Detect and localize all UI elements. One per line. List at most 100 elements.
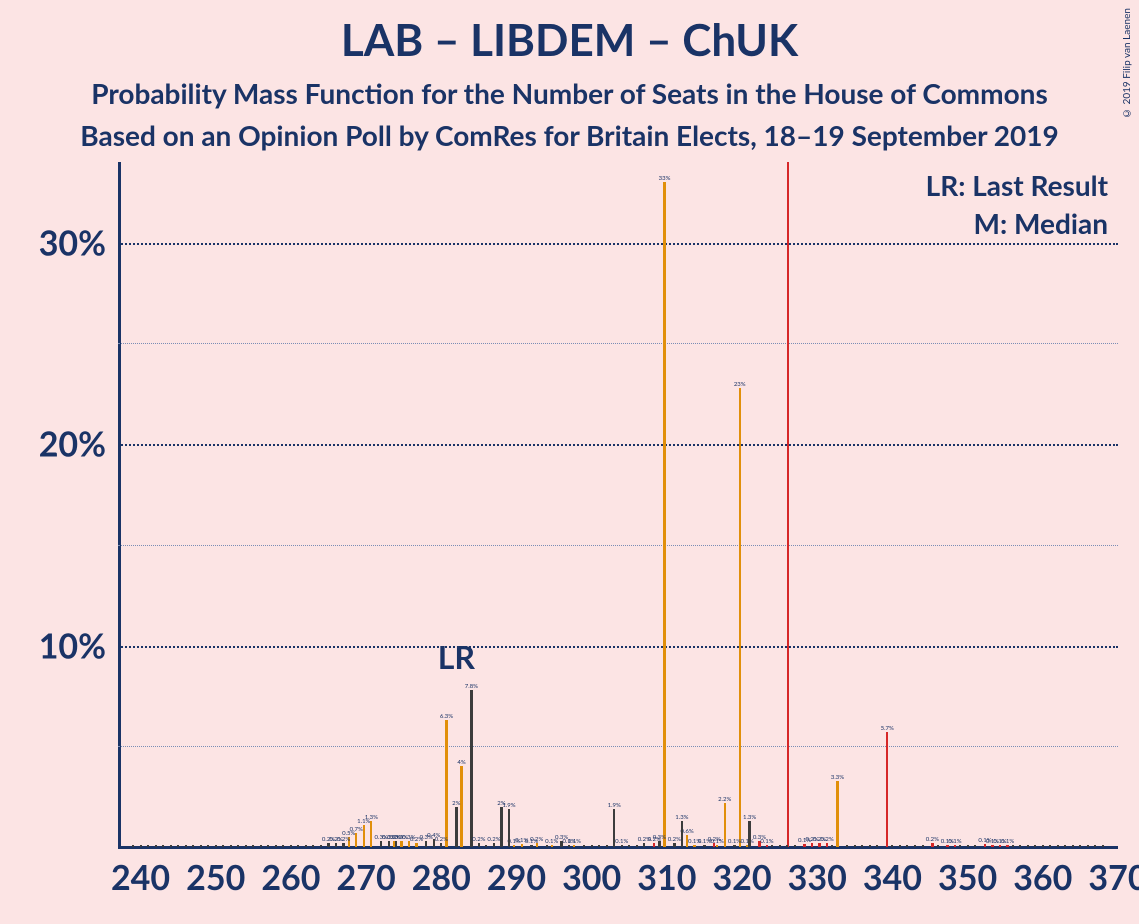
x-tick-label: 320 bbox=[712, 847, 771, 898]
bar-series2: 1.3% bbox=[748, 821, 750, 847]
bar-series2: 1.3% bbox=[681, 821, 683, 847]
bar-value-label: 0.2% bbox=[708, 836, 721, 843]
bar-baseline bbox=[967, 845, 969, 847]
bar-series3: 0.2% bbox=[818, 843, 820, 847]
bar-series1: 0.2% bbox=[415, 843, 417, 847]
bar-series3: 0.2% bbox=[811, 843, 813, 847]
x-tick-label: 360 bbox=[1013, 847, 1072, 898]
y-tick-label: 20% bbox=[39, 424, 118, 465]
bar-series1: 0.1% bbox=[513, 845, 515, 847]
bar-value-label: 0.1% bbox=[525, 838, 538, 845]
bar-baseline bbox=[200, 845, 202, 847]
bar-series2: 0.1% bbox=[733, 845, 735, 847]
bar-baseline bbox=[854, 845, 856, 847]
bar-series1: 4% bbox=[460, 766, 462, 847]
bar-value-label: 0.2% bbox=[926, 836, 939, 843]
legend-last-result: LR: Last Result bbox=[926, 168, 1108, 202]
bar-series1: 0.1% bbox=[573, 845, 575, 847]
bar-value-label: 0.2% bbox=[820, 836, 833, 843]
major-gridline bbox=[118, 646, 1118, 648]
bar-baseline bbox=[1042, 845, 1044, 847]
bar-baseline bbox=[140, 845, 142, 847]
bar-value-label: 1.9% bbox=[502, 802, 515, 809]
y-tick-label: 10% bbox=[39, 625, 118, 666]
bar-series2: 0.3% bbox=[395, 841, 397, 847]
bar-value-label: 0.1% bbox=[615, 838, 628, 845]
bar-baseline bbox=[275, 845, 277, 847]
bar-baseline bbox=[846, 845, 848, 847]
bar-value-label: 0.2% bbox=[337, 836, 350, 843]
y-tick-label: 30% bbox=[39, 222, 118, 263]
bar-value-label: 4% bbox=[457, 759, 465, 766]
bar-baseline bbox=[282, 845, 284, 847]
bar-series1: 0.1% bbox=[716, 845, 718, 847]
x-tick-label: 370 bbox=[1088, 847, 1139, 898]
bar-baseline bbox=[869, 845, 871, 847]
bar-baseline bbox=[297, 845, 299, 847]
bar-baseline bbox=[1087, 845, 1089, 847]
bar-value-label: 5.7% bbox=[881, 725, 894, 732]
bar-baseline bbox=[591, 845, 593, 847]
bar-series2: 0.1% bbox=[530, 845, 532, 847]
bar-series3: 0.1% bbox=[766, 845, 768, 847]
bar-baseline bbox=[485, 845, 487, 847]
bar-series3: 0.1% bbox=[954, 845, 956, 847]
bar-series2: 0.2% bbox=[673, 843, 675, 847]
bar-value-label: 6.3% bbox=[440, 713, 453, 720]
bar-baseline bbox=[598, 845, 600, 847]
bar-series3: 0.2% bbox=[826, 843, 828, 847]
bar-series3: 0.1% bbox=[946, 845, 948, 847]
bar-series1: 0.1% bbox=[521, 844, 523, 847]
chart-subtitle-1: Probability Mass Function for the Number… bbox=[0, 76, 1139, 110]
bar-series2: 2% bbox=[500, 807, 502, 847]
bar-series2: 0.3% bbox=[388, 841, 390, 847]
bar-baseline bbox=[794, 845, 796, 847]
bar-value-label: 7.8% bbox=[465, 683, 478, 690]
bar-value-label: 0.1% bbox=[760, 838, 773, 845]
bar-baseline bbox=[899, 845, 901, 847]
bar-baseline bbox=[1102, 845, 1104, 847]
bar-baseline bbox=[305, 845, 307, 847]
bar-baseline bbox=[606, 845, 608, 847]
bar-baseline bbox=[628, 845, 630, 847]
bar-baseline bbox=[185, 845, 187, 847]
bar-series1: 0.1% bbox=[551, 845, 553, 847]
bar-baseline bbox=[1079, 845, 1081, 847]
x-tick-label: 350 bbox=[938, 847, 997, 898]
bar-value-label: 0.2% bbox=[487, 836, 500, 843]
bar-baseline bbox=[207, 845, 209, 847]
bar-series2: 0.2% bbox=[440, 843, 442, 847]
bar-baseline bbox=[312, 845, 314, 847]
bar-baseline bbox=[1012, 845, 1014, 847]
bar-baseline bbox=[779, 845, 781, 847]
x-tick-label: 280 bbox=[412, 847, 471, 898]
chart-container: © 2019 Filip van Laenen LAB – LIBDEM – C… bbox=[0, 0, 1139, 924]
x-tick-label: 270 bbox=[337, 847, 396, 898]
bar-series1: 0.1% bbox=[693, 845, 695, 847]
plot-area: 10%20%30% 240250260270280290300310320330… bbox=[118, 162, 1118, 847]
bar-series2: 0.1% bbox=[568, 845, 570, 847]
bar-baseline bbox=[546, 845, 548, 847]
bar-value-label: 0.2% bbox=[648, 836, 661, 843]
x-tick-label: 340 bbox=[863, 847, 922, 898]
bar-value-label: 0.1% bbox=[1001, 838, 1014, 845]
bar-series1: 0.7% bbox=[355, 833, 357, 847]
bar-series3: 0.1% bbox=[991, 845, 993, 847]
bar-series1: 6.3% bbox=[445, 720, 447, 847]
bar-value-label: 0.1% bbox=[948, 838, 961, 845]
bar-series3: 0.1% bbox=[803, 844, 805, 847]
bar-baseline bbox=[192, 845, 194, 847]
bar-value-label: 2.2% bbox=[718, 796, 731, 803]
bar-baseline bbox=[147, 845, 149, 847]
bar-series3: 0.1% bbox=[999, 845, 1001, 847]
x-tick-label: 290 bbox=[487, 847, 546, 898]
bar-baseline bbox=[245, 845, 247, 847]
bar-value-label: 1.3% bbox=[365, 814, 378, 821]
bar-value-label: 1.9% bbox=[608, 802, 621, 809]
bar-value-label: 33% bbox=[659, 175, 671, 182]
bar-series3: 0.2% bbox=[653, 843, 655, 847]
bar-baseline bbox=[177, 845, 179, 847]
bar-series3: 5.7% bbox=[886, 732, 888, 847]
median-marker-line bbox=[787, 162, 789, 847]
bar-baseline bbox=[132, 845, 134, 847]
